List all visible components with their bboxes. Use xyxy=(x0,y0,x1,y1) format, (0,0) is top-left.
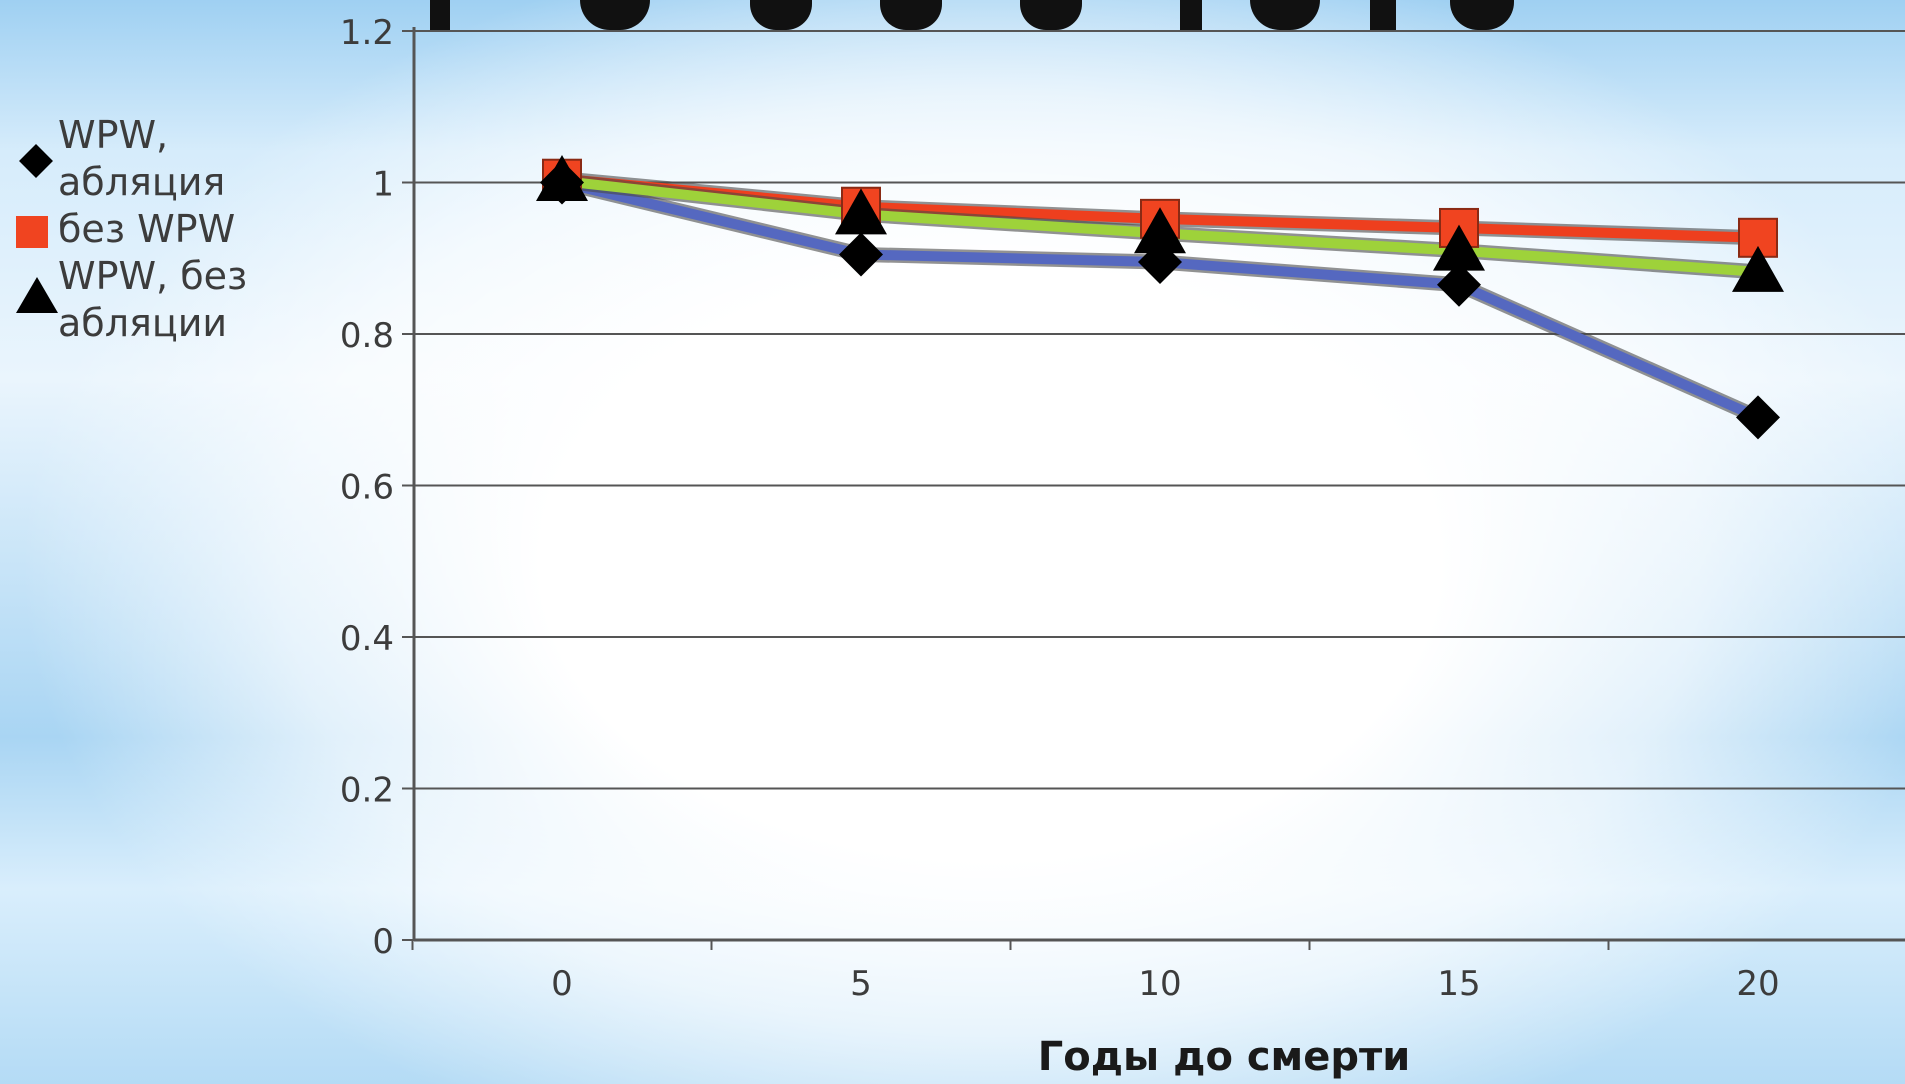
legend-item-series-1: WPW, абляция xyxy=(16,112,286,206)
data-point-diamond xyxy=(1736,395,1780,440)
chart-legend: WPW, абляция без WPW WPW, без абляции xyxy=(16,112,286,347)
x-tick-label: 0 xyxy=(551,964,573,1004)
x-tick-label: 15 xyxy=(1437,964,1480,1004)
data-point-diamond xyxy=(1437,262,1481,307)
series-markers xyxy=(536,154,1784,440)
x-tick-labels: 0 5 10 15 20 xyxy=(551,964,1779,1004)
legend-item-series-2: без WPW xyxy=(16,206,286,253)
y-tick-labels: 0 0.2 0.4 0.6 0.8 1 1.2 xyxy=(340,13,394,962)
diamond-marker-icon xyxy=(19,144,53,178)
legend-label: без WPW xyxy=(58,207,236,251)
data-point-triangle xyxy=(1732,245,1784,292)
y-tick-label: 1.2 xyxy=(340,13,394,53)
data-point-triangle xyxy=(536,154,588,201)
data-point-triangle xyxy=(1433,224,1485,271)
x-tick-label: 10 xyxy=(1138,964,1181,1004)
data-point-diamond xyxy=(839,232,883,277)
x-tick-label: 5 xyxy=(850,964,872,1004)
axes xyxy=(402,27,1905,950)
y-tick-label: 0.6 xyxy=(340,468,394,508)
triangle-marker-icon xyxy=(16,277,58,313)
y-tick-label: 0.2 xyxy=(340,771,394,811)
square-marker-icon xyxy=(16,216,48,248)
y-tick-label: 1 xyxy=(372,165,394,205)
data-point-triangle xyxy=(835,188,887,235)
x-tick-label: 20 xyxy=(1736,964,1779,1004)
y-tick-label: 0.4 xyxy=(340,619,394,659)
y-tick-label: 0.8 xyxy=(340,316,394,356)
legend-label: WPW, без абляции xyxy=(58,254,248,345)
legend-item-series-3: WPW, без абляции xyxy=(16,253,286,347)
y-tick-label: 0 xyxy=(372,922,394,962)
data-point-triangle xyxy=(1134,207,1186,254)
slide-title-fragment xyxy=(410,0,1590,30)
x-axis-label: Годы до смерти xyxy=(1038,1034,1410,1080)
legend-label: WPW, абляция xyxy=(58,113,226,204)
gridlines xyxy=(414,30,1905,790)
